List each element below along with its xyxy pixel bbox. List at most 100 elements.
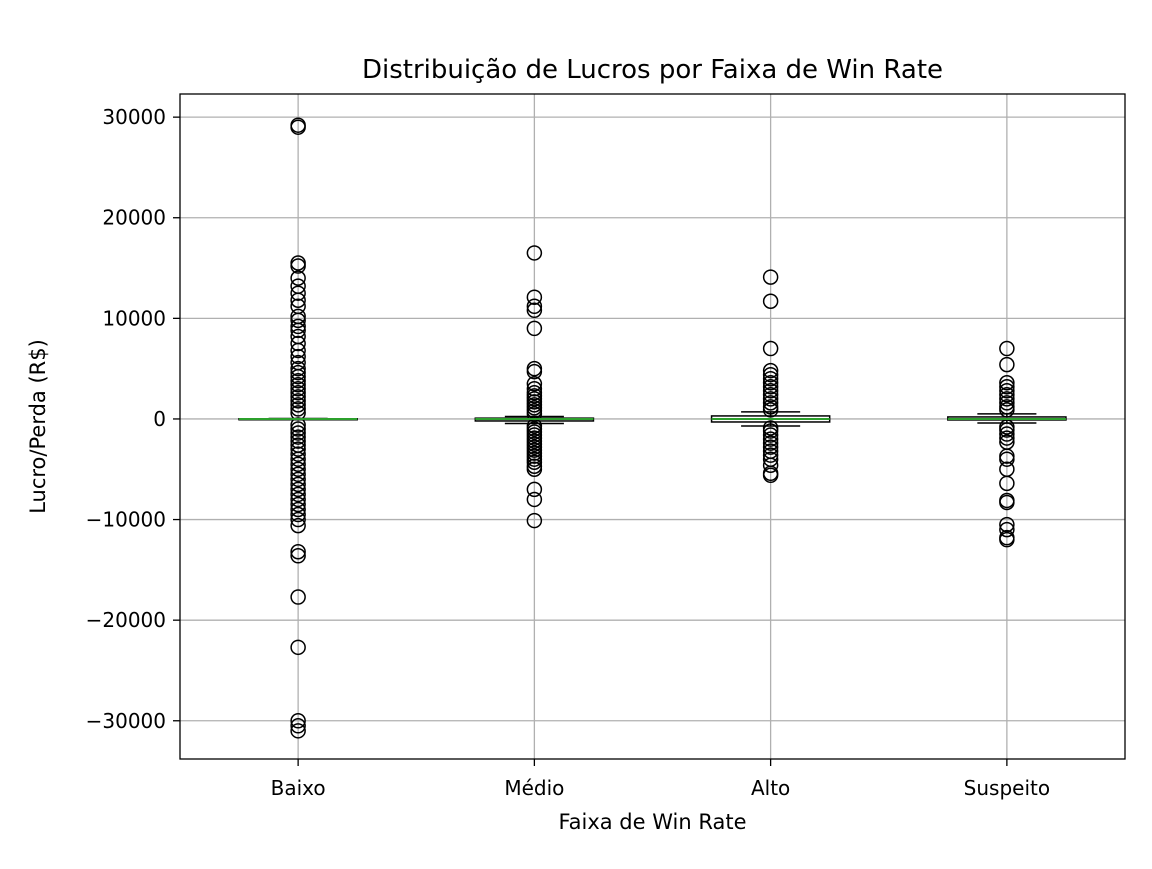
outlier-point <box>290 385 306 401</box>
y-tick-label: 20000 <box>102 206 166 230</box>
outlier-point <box>762 427 779 443</box>
outlier-point <box>290 544 306 560</box>
outlier-point <box>290 421 306 437</box>
outlier-point <box>290 433 306 449</box>
outlier-point <box>526 298 543 315</box>
outlier-point <box>290 639 306 656</box>
outlier-point <box>290 376 306 393</box>
outlier-point <box>290 270 306 286</box>
outlier-point <box>526 481 543 498</box>
outlier-point <box>762 370 779 387</box>
outlier-point <box>290 506 306 523</box>
outlier-point <box>762 423 779 439</box>
outlier-point <box>999 374 1015 391</box>
outlier-point <box>526 289 543 305</box>
outlier-point <box>762 269 779 285</box>
outlier-point <box>526 406 543 422</box>
outlier-point <box>290 718 306 734</box>
outlier-point <box>762 439 779 455</box>
y-tick-label: −10000 <box>86 508 166 532</box>
box-alto <box>710 269 831 484</box>
x-tick-label: Médio <box>504 776 564 800</box>
outlier-point <box>762 447 779 463</box>
outlier-point <box>526 375 543 392</box>
outlier-point <box>526 461 543 478</box>
outlier-point <box>999 430 1015 446</box>
y-tick-label: −30000 <box>86 709 166 733</box>
outlier-point <box>999 531 1015 548</box>
box-medio <box>474 245 595 529</box>
outlier-point <box>999 475 1015 492</box>
y-tick-label: 10000 <box>102 306 166 330</box>
x-tick-label: Alto <box>751 776 790 800</box>
outlier-point <box>290 496 306 513</box>
outlier-point <box>999 426 1015 442</box>
outlier-point <box>762 362 779 379</box>
outlier-point <box>999 422 1015 438</box>
outlier-point <box>999 402 1015 418</box>
outlier-point <box>290 364 306 381</box>
outlier-point <box>526 381 543 397</box>
outlier-point <box>290 401 306 417</box>
outlier-point <box>999 516 1015 533</box>
chart-title: Distribuição de Lucros por Faixa de Win … <box>362 55 943 85</box>
outlier-point <box>290 589 306 605</box>
outlier-point <box>290 393 306 409</box>
outlier-point <box>290 360 306 377</box>
outlier-point <box>290 348 306 365</box>
outlier-point <box>290 723 306 739</box>
outlier-point <box>290 441 306 457</box>
outlier-point <box>526 454 543 470</box>
grid-lines <box>180 94 1125 759</box>
outlier-point <box>526 512 543 529</box>
x-tick-label: Suspeito <box>964 776 1050 800</box>
box-suspeito <box>947 340 1067 548</box>
outlier-point <box>290 517 306 534</box>
outlier-point <box>290 466 306 483</box>
outlier-point <box>290 258 306 274</box>
boxplot-series <box>238 117 1067 739</box>
outlier-point <box>762 379 779 395</box>
outlier-point <box>290 429 306 445</box>
y-tick-label: 0 <box>153 407 166 431</box>
x-axis-label: Faixa de Win Rate <box>558 810 746 834</box>
outlier-point <box>290 322 306 339</box>
outlier-point <box>290 372 306 389</box>
outlier-point <box>290 501 306 518</box>
outlier-point <box>762 395 779 411</box>
outlier-point <box>999 521 1015 538</box>
outlier-point <box>290 381 306 397</box>
outlier-point <box>762 383 779 399</box>
outlier-point <box>290 318 306 335</box>
outlier-point <box>290 486 306 503</box>
outlier-point <box>762 387 779 403</box>
outlier-point <box>999 387 1015 403</box>
box-baixo <box>238 117 358 739</box>
outlier-point <box>999 379 1015 395</box>
x-tick-label: Baixo <box>271 776 326 800</box>
outlier-point <box>290 285 306 301</box>
y-tick-label: 30000 <box>102 105 166 129</box>
outlier-point <box>526 363 543 380</box>
outlier-point <box>999 395 1015 411</box>
outlier-point <box>290 461 306 478</box>
outlier-point <box>290 491 306 508</box>
plot-frame <box>179 93 1126 760</box>
outlier-point <box>999 340 1015 357</box>
outlier-point <box>290 119 306 135</box>
outlier-point <box>290 548 306 564</box>
y-tick-label: −20000 <box>86 608 166 632</box>
outlier-point <box>762 340 779 357</box>
outlier-point <box>762 391 779 407</box>
outlier-point <box>999 356 1015 373</box>
outlier-point <box>290 335 306 352</box>
outlier-point <box>290 368 306 385</box>
outlier-point <box>762 374 779 391</box>
outlier-point <box>999 451 1015 467</box>
outlier-point <box>290 397 306 413</box>
outlier-point <box>999 494 1015 511</box>
outlier-point <box>290 389 306 405</box>
outlier-point <box>526 302 543 319</box>
axis-ticks: −30000 −20000 −10000 0 10000 20000 30000 Baixo M… <box>86 105 1050 800</box>
